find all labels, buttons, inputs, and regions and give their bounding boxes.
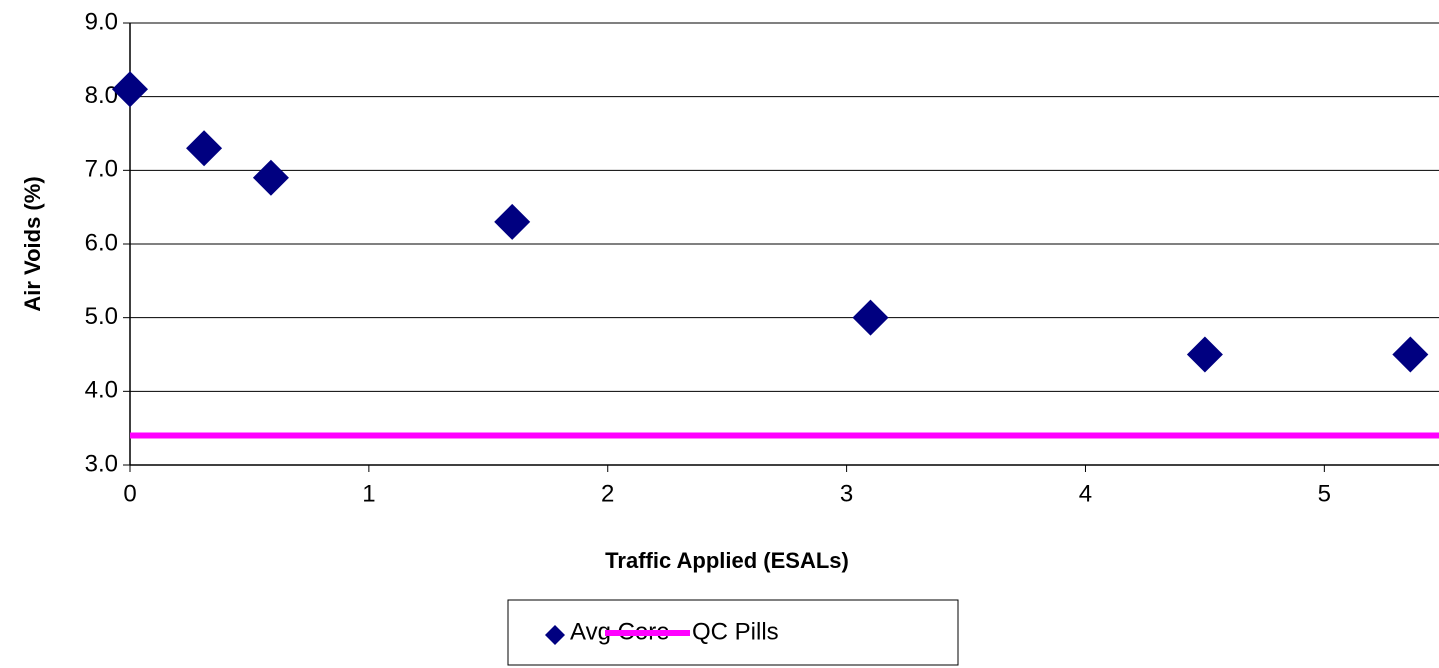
y-tick-label: 7.0 <box>85 156 118 183</box>
point <box>112 71 148 108</box>
x-axis-title: Traffic Applied (ESALs) <box>605 548 849 573</box>
point <box>494 203 531 240</box>
y-tick-label: 9.0 <box>85 8 118 35</box>
x-tick-label: 1 <box>362 480 375 507</box>
x-tick-label: 4 <box>1079 480 1092 507</box>
y-tick-label: 3.0 <box>85 450 118 477</box>
legend-swatch <box>545 625 565 645</box>
point <box>1186 336 1223 373</box>
y-axis-title: Air Voids (%) <box>20 176 45 311</box>
y-tick-label: 8.0 <box>85 82 118 109</box>
point <box>852 299 889 336</box>
x-tick-label: 5 <box>1318 480 1331 507</box>
y-tick-label: 5.0 <box>85 303 118 330</box>
point <box>1392 336 1429 373</box>
x-tick-label: 3 <box>840 480 853 507</box>
point <box>186 130 223 167</box>
point <box>252 159 289 196</box>
y-tick-label: 6.0 <box>85 229 118 256</box>
legend-label: QC Pills <box>692 618 779 645</box>
y-tick-label: 4.0 <box>85 377 118 404</box>
x-tick-label: 2 <box>601 480 614 507</box>
legend-box <box>507 599 959 666</box>
x-tick-label: 0 <box>123 480 136 507</box>
